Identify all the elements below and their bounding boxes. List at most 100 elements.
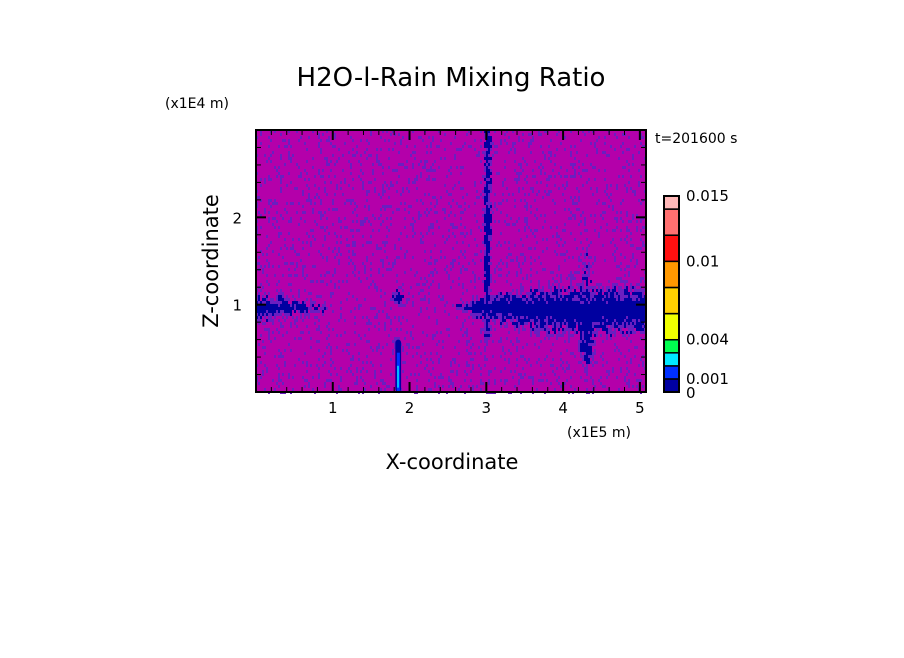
contour-cell-level-0 — [270, 307, 272, 310]
contour-cell-trace — [484, 325, 486, 328]
contour-cell-level-0 — [612, 307, 614, 310]
contour-cell-trace — [358, 352, 360, 355]
contour-cell-level-0 — [544, 307, 546, 310]
contour-cell-level-0 — [572, 316, 574, 319]
contour-cell-trace — [448, 235, 450, 238]
contour-cell-trace — [598, 289, 600, 292]
contour-cell-trace — [488, 325, 490, 328]
contour-cell-trace — [564, 136, 566, 139]
contour-cell-level-0 — [522, 313, 524, 316]
contour-cell-level-0 — [270, 310, 272, 313]
contour-cell-level-0 — [614, 304, 616, 307]
contour-cell-trace — [392, 298, 394, 301]
contour-cell-level-0 — [300, 304, 302, 307]
contour-cell-trace — [312, 388, 314, 391]
contour-cell-trace — [268, 220, 270, 223]
contour-cell-trace — [500, 139, 502, 142]
contour-cell-trace — [326, 259, 328, 262]
contour-cell-trace — [424, 367, 426, 370]
contour-cell-trace — [356, 229, 358, 232]
contour-cell-trace — [574, 214, 576, 217]
contour-cell-trace — [388, 148, 390, 151]
contour-cell-trace — [560, 280, 562, 283]
contour-cell-trace — [282, 295, 284, 298]
contour-cell-trace — [294, 250, 296, 253]
contour-cell-trace — [498, 313, 500, 316]
contour-cell-level-0 — [588, 346, 590, 349]
contour-cell-trace — [408, 190, 410, 193]
contour-cell-level-0 — [580, 319, 582, 322]
contour-cell-trace — [538, 256, 540, 259]
contour-cell-trace — [400, 304, 402, 307]
contour-cell-level-0 — [582, 325, 584, 328]
contour-cell-level-0 — [546, 292, 548, 295]
contour-cell-trace — [546, 193, 548, 196]
contour-cell-trace — [582, 169, 584, 172]
contour-cell-trace — [284, 145, 286, 148]
contour-cell-trace — [306, 361, 308, 364]
contour-cell-level-0 — [602, 319, 604, 322]
contour-cell-trace — [518, 163, 520, 166]
contour-cell-trace — [352, 229, 354, 232]
contour-cell-trace — [518, 178, 520, 181]
contour-cell-trace — [598, 169, 600, 172]
contour-cell-trace — [564, 208, 566, 211]
contour-cell-level-0 — [552, 328, 554, 331]
contour-cell-trace — [628, 220, 630, 223]
contour-cell-trace — [506, 274, 508, 277]
contour-cell-trace — [266, 160, 268, 163]
contour-cell-trace — [590, 295, 592, 298]
contour-cell-trace — [638, 289, 640, 292]
contour-cell-trace — [410, 154, 412, 157]
contour-cell-trace — [512, 289, 514, 292]
contour-cell-trace — [494, 268, 496, 271]
contour-cell-trace — [382, 130, 384, 133]
contour-cell-trace — [488, 262, 490, 265]
contour-cell-trace — [628, 229, 630, 232]
contour-cell-trace — [314, 196, 316, 199]
contour-cell-level-0 — [500, 304, 502, 307]
contour-cell-trace — [376, 346, 378, 349]
contour-cell-level-0 — [518, 316, 520, 319]
contour-cell-trace — [364, 217, 366, 220]
contour-cell-trace — [586, 238, 588, 241]
contour-cell-level-0 — [614, 310, 616, 313]
contour-cell-trace — [526, 205, 528, 208]
contour-cell-trace — [484, 349, 486, 352]
contour-cell-trace — [526, 220, 528, 223]
contour-cell-level-0 — [532, 307, 534, 310]
contour-cell-trace — [300, 313, 302, 316]
contour-cell-level-0 — [512, 298, 514, 301]
contour-cell-trace — [390, 205, 392, 208]
contour-cell-trace — [592, 343, 594, 346]
contour-cell-trace — [334, 367, 336, 370]
contour-cell-level-0 — [486, 274, 488, 277]
contour-cell-trace — [450, 166, 452, 169]
contour-cell-trace — [272, 265, 274, 268]
contour-cell-trace — [590, 292, 592, 295]
contour-cell-level-0 — [568, 301, 570, 304]
contour-cell-trace — [338, 280, 340, 283]
contour-cell-level-0 — [588, 322, 590, 325]
contour-cell-level-0 — [480, 316, 482, 319]
contour-cell-trace — [642, 289, 644, 292]
contour-cell-trace — [556, 133, 558, 136]
contour-cell-trace — [496, 313, 498, 316]
contour-cell-trace — [550, 316, 552, 319]
contour-cell-trace — [632, 298, 634, 301]
contour-cell-trace — [524, 373, 526, 376]
contour-cell-trace — [502, 181, 504, 184]
contour-cell-trace — [390, 307, 392, 310]
contour-cell-trace — [486, 340, 488, 343]
contour-cell-level-0 — [560, 307, 562, 310]
contour-cell-trace — [336, 334, 338, 337]
contour-cell-trace — [400, 301, 402, 304]
contour-cell-trace — [498, 340, 500, 343]
contour-cell-trace — [414, 232, 416, 235]
contour-cell-trace — [554, 184, 556, 187]
contour-cell-trace — [546, 325, 548, 328]
contour-cell-trace — [558, 382, 560, 385]
contour-cell-trace — [328, 208, 330, 211]
contour-cell-trace — [500, 259, 502, 262]
contour-cell-trace — [626, 280, 628, 283]
